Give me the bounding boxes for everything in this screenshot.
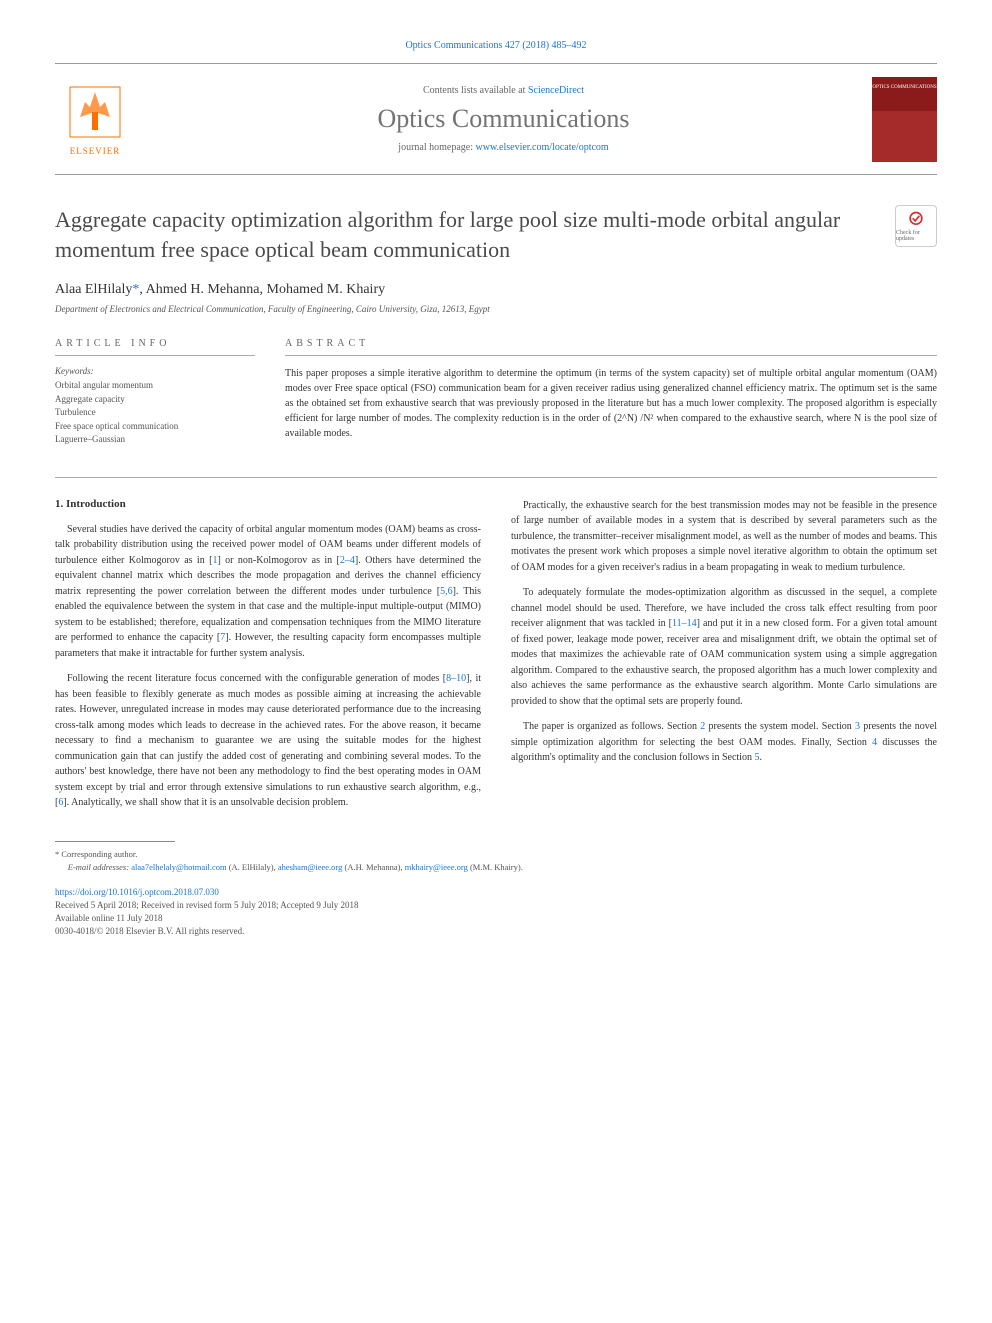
keyword: Orbital angular momentum bbox=[55, 379, 255, 393]
text: ], it has been feasible to flexibly gene… bbox=[55, 673, 481, 808]
article-title: Aggregate capacity optimization algorith… bbox=[55, 205, 875, 264]
contents-prefix: Contents lists available at bbox=[423, 85, 528, 96]
citation-link[interactable]: 11–14 bbox=[672, 618, 697, 629]
text: . bbox=[759, 752, 762, 763]
sciencedirect-link[interactable]: ScienceDirect bbox=[528, 85, 584, 96]
journal-cover-thumbnail: OPTICS COMMUNICATIONS bbox=[872, 77, 937, 162]
authors-rest: , Ahmed H. Mehanna, Mohamed M. Khairy bbox=[139, 282, 385, 297]
author-1: Alaa ElHilaly bbox=[55, 282, 132, 297]
publisher-logo: ELSEVIER bbox=[55, 74, 135, 164]
text: (A. ElHilaly), bbox=[227, 862, 278, 872]
keyword: Turbulence bbox=[55, 406, 255, 420]
elsevier-tree-icon bbox=[65, 82, 125, 142]
publisher-name: ELSEVIER bbox=[70, 146, 121, 156]
text: ] and put it in a new closed form. For a… bbox=[511, 618, 937, 707]
citation-link[interactable]: 2–4 bbox=[340, 555, 355, 566]
body-paragraph: Following the recent literature focus co… bbox=[55, 671, 481, 811]
contents-line: Contents lists available at ScienceDirec… bbox=[155, 85, 852, 96]
body-column-right: Practically, the exhaustive search for t… bbox=[511, 498, 937, 821]
online-date: Available online 11 July 2018 bbox=[55, 913, 937, 923]
doi-link[interactable]: https://doi.org/10.1016/j.optcom.2018.07… bbox=[55, 887, 937, 897]
text: presents the system model. Section bbox=[705, 721, 855, 732]
footnote-divider bbox=[55, 841, 175, 842]
citation-link[interactable]: 8–10 bbox=[446, 673, 466, 684]
copyright: 0030-4018/© 2018 Elsevier B.V. All right… bbox=[55, 926, 937, 936]
badge-label: Check for updates bbox=[896, 230, 936, 242]
keywords-label: Keywords: bbox=[55, 366, 255, 376]
email-link[interactable]: mkhairy@ieee.org bbox=[405, 862, 468, 872]
citation-link[interactable]: 5,6 bbox=[440, 586, 453, 597]
email-link[interactable]: ahesham@ieee.org bbox=[278, 862, 343, 872]
keyword: Laguerre–Gaussian bbox=[55, 433, 255, 447]
crossmark-icon bbox=[906, 210, 926, 230]
article-info-block: ARTICLE INFO Keywords: Orbital angular m… bbox=[55, 338, 255, 447]
homepage-prefix: journal homepage: bbox=[398, 142, 475, 153]
journal-reference: Optics Communications 427 (2018) 485–492 bbox=[55, 40, 937, 51]
text: The paper is organized as follows. Secti… bbox=[523, 721, 700, 732]
journal-name: Optics Communications bbox=[155, 104, 852, 134]
email-footnote: E-mail addresses: alaa7elhelaly@hotmail.… bbox=[55, 861, 937, 874]
body-column-left: 1. Introduction Several studies have der… bbox=[55, 498, 481, 821]
text: (A.H. Mehanna), bbox=[342, 862, 404, 872]
corresponding-footnote: * Corresponding author. bbox=[55, 848, 937, 861]
email-link[interactable]: alaa7elhelaly@hotmail.com bbox=[131, 862, 226, 872]
body-paragraph: Several studies have derived the capacit… bbox=[55, 522, 481, 662]
text: (M.M. Khairy). bbox=[468, 862, 523, 872]
journal-header: ELSEVIER Contents lists available at Sci… bbox=[55, 63, 937, 175]
article-history: Received 5 April 2018; Received in revis… bbox=[55, 900, 937, 910]
affiliation: Department of Electronics and Electrical… bbox=[55, 304, 937, 314]
keyword: Aggregate capacity bbox=[55, 393, 255, 407]
body-columns: 1. Introduction Several studies have der… bbox=[55, 498, 937, 821]
cover-title: OPTICS COMMUNICATIONS bbox=[872, 85, 936, 90]
text: ] or non-Kolmogorov as in [ bbox=[217, 555, 339, 566]
text: Following the recent literature focus co… bbox=[67, 673, 446, 684]
body-paragraph: Practically, the exhaustive search for t… bbox=[511, 498, 937, 576]
homepage-link[interactable]: www.elsevier.com/locate/optcom bbox=[476, 142, 609, 153]
keywords-list: Orbital angular momentum Aggregate capac… bbox=[55, 379, 255, 447]
header-center: Contents lists available at ScienceDirec… bbox=[155, 85, 852, 153]
email-label: E-mail addresses: bbox=[68, 862, 131, 872]
authors: Alaa ElHilaly*, Ahmed H. Mehanna, Mohame… bbox=[55, 282, 937, 298]
intro-heading: 1. Introduction bbox=[55, 498, 481, 510]
abstract-text: This paper proposes a simple iterative a… bbox=[285, 366, 937, 441]
crossmark-badge[interactable]: Check for updates bbox=[895, 205, 937, 247]
text: ]. Analytically, we shall show that it i… bbox=[63, 797, 348, 808]
abstract-label: ABSTRACT bbox=[285, 338, 937, 356]
keyword: Free space optical communication bbox=[55, 420, 255, 434]
body-paragraph: To adequately formulate the modes-optimi… bbox=[511, 585, 937, 709]
section-divider bbox=[55, 477, 937, 478]
body-paragraph: The paper is organized as follows. Secti… bbox=[511, 719, 937, 766]
homepage-line: journal homepage: www.elsevier.com/locat… bbox=[155, 142, 852, 153]
article-info-label: ARTICLE INFO bbox=[55, 338, 255, 356]
abstract-block: ABSTRACT This paper proposes a simple it… bbox=[285, 338, 937, 447]
